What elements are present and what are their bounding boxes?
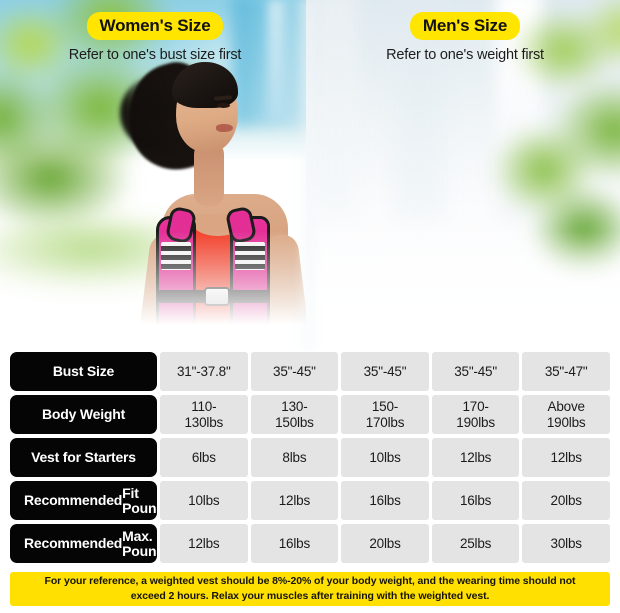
- row-label-line: Recommended: [24, 535, 123, 552]
- row-label-line: Max. Pounds: [122, 527, 173, 559]
- womens-heading-column: Women's Size Refer to one's bust size fi…: [0, 0, 310, 63]
- photo-bottom-fade: [306, 231, 620, 351]
- table-cell: 35"-45": [431, 352, 520, 391]
- mens-photo: PROIRON: [306, 0, 620, 351]
- hair-top: [172, 62, 238, 108]
- footer-note-text: For your reference, a weighted vest shou…: [44, 574, 576, 602]
- mens-size-subtitle: Refer to one's weight first: [386, 47, 544, 63]
- table-cell: 35"-45": [341, 352, 429, 391]
- table-cell: 8lbs: [250, 438, 339, 477]
- row-label-recommended-fit-pounds: Recommended Fit Pounds: [10, 481, 173, 520]
- table-cell: 170- 190lbs: [431, 395, 520, 434]
- row-label-line: Fit Pounds: [122, 484, 173, 516]
- table-cell: 20lbs: [341, 524, 429, 563]
- table-cell: 35"-45": [250, 352, 339, 391]
- hero-photo-area: PROIRON Women's Size Refer to one's bust…: [0, 0, 620, 351]
- row-label-recommended-max-pounds: Recommended Max. Pounds: [10, 524, 173, 563]
- table-cell: 16lbs: [431, 481, 520, 520]
- table-cell: 16lbs: [250, 524, 339, 563]
- photo-bottom-fade: [0, 231, 312, 351]
- size-table: Bust Size 31"-37.8" 35"-45" 35"-45" 35"-…: [0, 352, 620, 567]
- table-cell: 150- 170lbs: [341, 395, 429, 434]
- table-cell: 12lbs: [160, 524, 248, 563]
- table-cell: 10lbs: [341, 438, 429, 477]
- table-cell: 12lbs: [431, 438, 520, 477]
- neck: [194, 142, 224, 206]
- table-cell: 20lbs: [522, 481, 610, 520]
- lips: [216, 124, 233, 132]
- table-cell: 16lbs: [341, 481, 429, 520]
- table-row: Bust Size 31"-37.8" 35"-45" 35"-45" 35"-…: [10, 352, 610, 391]
- table-cell: 31"-37.8": [160, 352, 248, 391]
- mens-heading-column: Men's Size Refer to one's weight first: [310, 0, 620, 63]
- table-row: Recommended Fit Pounds 10lbs 12lbs 16lbs…: [10, 481, 610, 520]
- table-cell: 10lbs: [160, 481, 248, 520]
- heading-row: Women's Size Refer to one's bust size fi…: [0, 0, 620, 63]
- table-row: Body Weight 110- 130lbs 130- 150lbs 150- 17…: [10, 395, 610, 434]
- row-label-body-weight: Body Weight: [10, 395, 157, 434]
- table-cell: 25lbs: [431, 524, 520, 563]
- table-row: Recommended Max. Pounds 12lbs 16lbs 20lb…: [10, 524, 610, 563]
- photo-seam-blend: [296, 0, 320, 351]
- row-label-line: Recommended: [24, 492, 123, 509]
- table-row: Vest for Starters 6lbs 8lbs 10lbs 12lbs …: [10, 438, 610, 477]
- table-cell: 12lbs: [250, 481, 339, 520]
- table-cell: 130- 150lbs: [250, 395, 339, 434]
- table-cell: 6lbs: [160, 438, 248, 477]
- footer-note-banner: For your reference, a weighted vest shou…: [10, 572, 610, 606]
- womens-size-subtitle: Refer to one's bust size first: [68, 47, 242, 63]
- row-label-vest-for-starters: Vest for Starters: [10, 438, 157, 477]
- table-cell: 30lbs: [522, 524, 610, 563]
- building-highlight: [268, 0, 284, 120]
- table-cell: 110- 130lbs: [160, 395, 248, 434]
- womens-size-badge: Women's Size: [86, 12, 224, 40]
- eye: [217, 103, 230, 108]
- table-cell: Above 190lbs: [522, 395, 610, 434]
- mens-size-badge: Men's Size: [409, 12, 521, 40]
- table-cell: 12lbs: [522, 438, 610, 477]
- table-cell: 35"-47": [522, 352, 610, 391]
- background-column-1: [314, 0, 358, 220]
- row-label-bust-size: Bust Size: [10, 352, 157, 391]
